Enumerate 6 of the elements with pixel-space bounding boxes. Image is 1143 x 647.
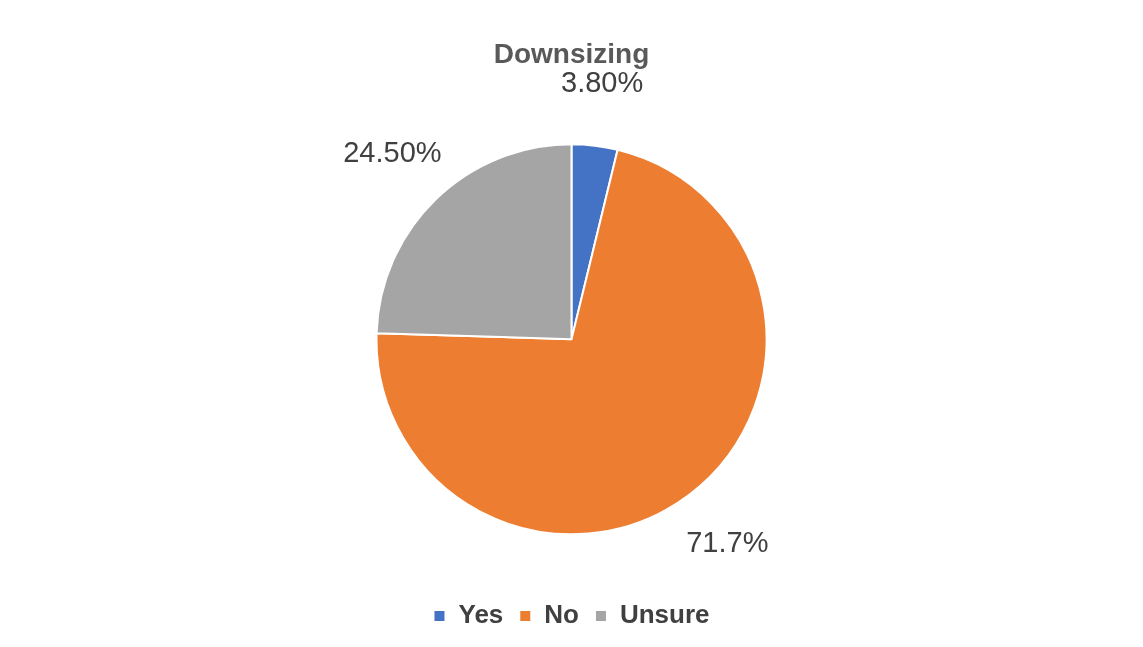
- data-label: 71.7%: [686, 526, 769, 559]
- legend-label: Yes: [458, 599, 504, 630]
- chart-title: Downsizing: [493, 37, 650, 69]
- legend-label: No: [544, 599, 579, 630]
- data-label: 24.50%: [343, 136, 442, 169]
- legend-label: Unsure: [619, 599, 710, 630]
